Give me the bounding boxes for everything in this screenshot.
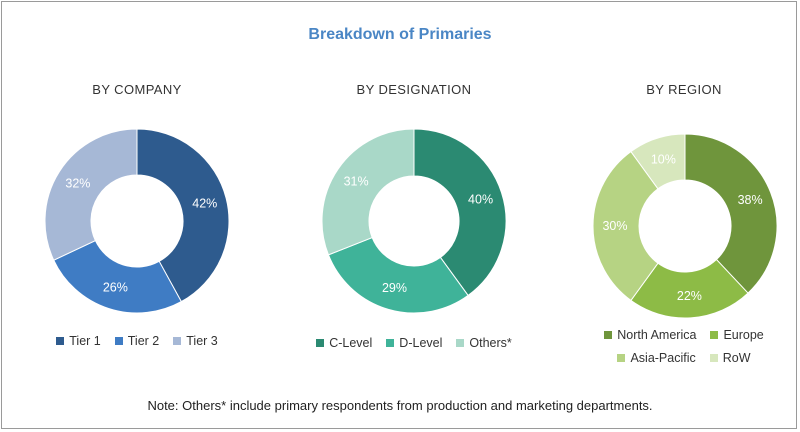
slice-value-label: 42% bbox=[192, 197, 217, 211]
designation-legend: C-Level D-Level Others* bbox=[284, 336, 544, 359]
legend-swatch bbox=[456, 339, 465, 347]
donut-slice-others bbox=[321, 128, 415, 256]
region-legend: North America Europe Asia-Pacific RoW bbox=[554, 328, 800, 374]
slice-value-label: 22% bbox=[677, 289, 702, 303]
donut-slice-tier-1 bbox=[136, 128, 230, 303]
legend-swatch bbox=[173, 337, 182, 345]
region-donut: 38% 22% 30% 10% bbox=[592, 133, 778, 319]
legend-label: C-Level bbox=[329, 336, 373, 350]
legend-label: Others* bbox=[469, 336, 512, 350]
donut-slice-tier-3 bbox=[44, 128, 138, 261]
slice-value-label: 10% bbox=[651, 152, 676, 166]
legend-swatch bbox=[56, 337, 65, 345]
designation-panel: BY DESIGNATION 40% 29% 31% C-Level D-Level O… bbox=[284, 78, 544, 378]
legend-item: D-Level bbox=[386, 336, 442, 350]
legend-label: Asia-Pacific bbox=[630, 351, 696, 365]
panel-title: BY REGION bbox=[646, 82, 722, 97]
legend-item: Others* bbox=[456, 336, 512, 350]
legend-item: RoW bbox=[709, 351, 751, 365]
footnote: Note: Others* include primary respondent… bbox=[147, 398, 653, 413]
region-panel: BY REGION 38% 22% 30% 10% North America Euro… bbox=[554, 78, 800, 378]
legend-item: C-Level bbox=[316, 336, 372, 350]
slice-value-label: 40% bbox=[468, 192, 493, 206]
legend-row: Asia-Pacific RoW bbox=[554, 351, 800, 365]
legend-swatch bbox=[316, 339, 325, 347]
designation-donut: 40% 29% 31% bbox=[321, 128, 507, 314]
panel-title: BY DESIGNATION bbox=[356, 82, 472, 97]
slice-value-label: 31% bbox=[344, 175, 369, 189]
legend-swatch bbox=[617, 354, 626, 362]
company-donut: 42% 26% 32% bbox=[44, 128, 230, 314]
legend-swatch bbox=[604, 331, 613, 339]
donut-slice-row bbox=[630, 133, 686, 190]
slice-value-label: 38% bbox=[738, 193, 763, 207]
donut-slice-tier-2 bbox=[53, 239, 183, 314]
donut-slice-asia-pacific bbox=[592, 150, 659, 302]
legend-label: Tier 2 bbox=[127, 334, 160, 348]
legend-item: Europe bbox=[710, 328, 764, 342]
legend-swatch bbox=[386, 339, 395, 347]
slice-value-label: 29% bbox=[382, 281, 407, 295]
chart-title: Breakdown of Primaries bbox=[308, 26, 492, 43]
company-legend: Tier 1 Tier 2 Tier 3 bbox=[7, 334, 267, 357]
panel-title: BY COMPANY bbox=[92, 82, 182, 97]
legend-swatch bbox=[709, 354, 718, 362]
legend-swatch bbox=[710, 331, 719, 339]
legend-swatch bbox=[114, 337, 123, 345]
legend-row: North America Europe bbox=[554, 328, 800, 342]
legend-label: Tier 1 bbox=[69, 334, 101, 348]
legend-row: Tier 1 Tier 2 Tier 3 bbox=[7, 334, 267, 348]
legend-item: Asia-Pacific bbox=[617, 351, 696, 365]
legend-item: North America bbox=[604, 328, 696, 342]
donut-slice-d-level bbox=[327, 236, 469, 314]
legend-row: C-Level D-Level Others* bbox=[284, 336, 544, 350]
legend-item: Tier 1 bbox=[56, 334, 101, 348]
donut-slice-north-america bbox=[684, 133, 778, 294]
legend-label: Tier 3 bbox=[186, 334, 218, 348]
legend-item: Tier 2 bbox=[114, 334, 160, 348]
company-panel: BY COMPANY 42% 26% 32% Tier 1 Tier 2 Tier 3 bbox=[7, 78, 267, 378]
slice-value-label: 26% bbox=[103, 281, 128, 295]
donut-slice-c-level bbox=[413, 128, 507, 297]
legend-label: Europe bbox=[723, 328, 764, 342]
legend-label: North America bbox=[617, 328, 697, 342]
legend-label: RoW bbox=[722, 351, 751, 365]
slice-value-label: 30% bbox=[602, 219, 627, 233]
legend-label: D-Level bbox=[399, 336, 443, 350]
slice-value-label: 32% bbox=[65, 176, 90, 190]
legend-item: Tier 3 bbox=[173, 334, 218, 348]
